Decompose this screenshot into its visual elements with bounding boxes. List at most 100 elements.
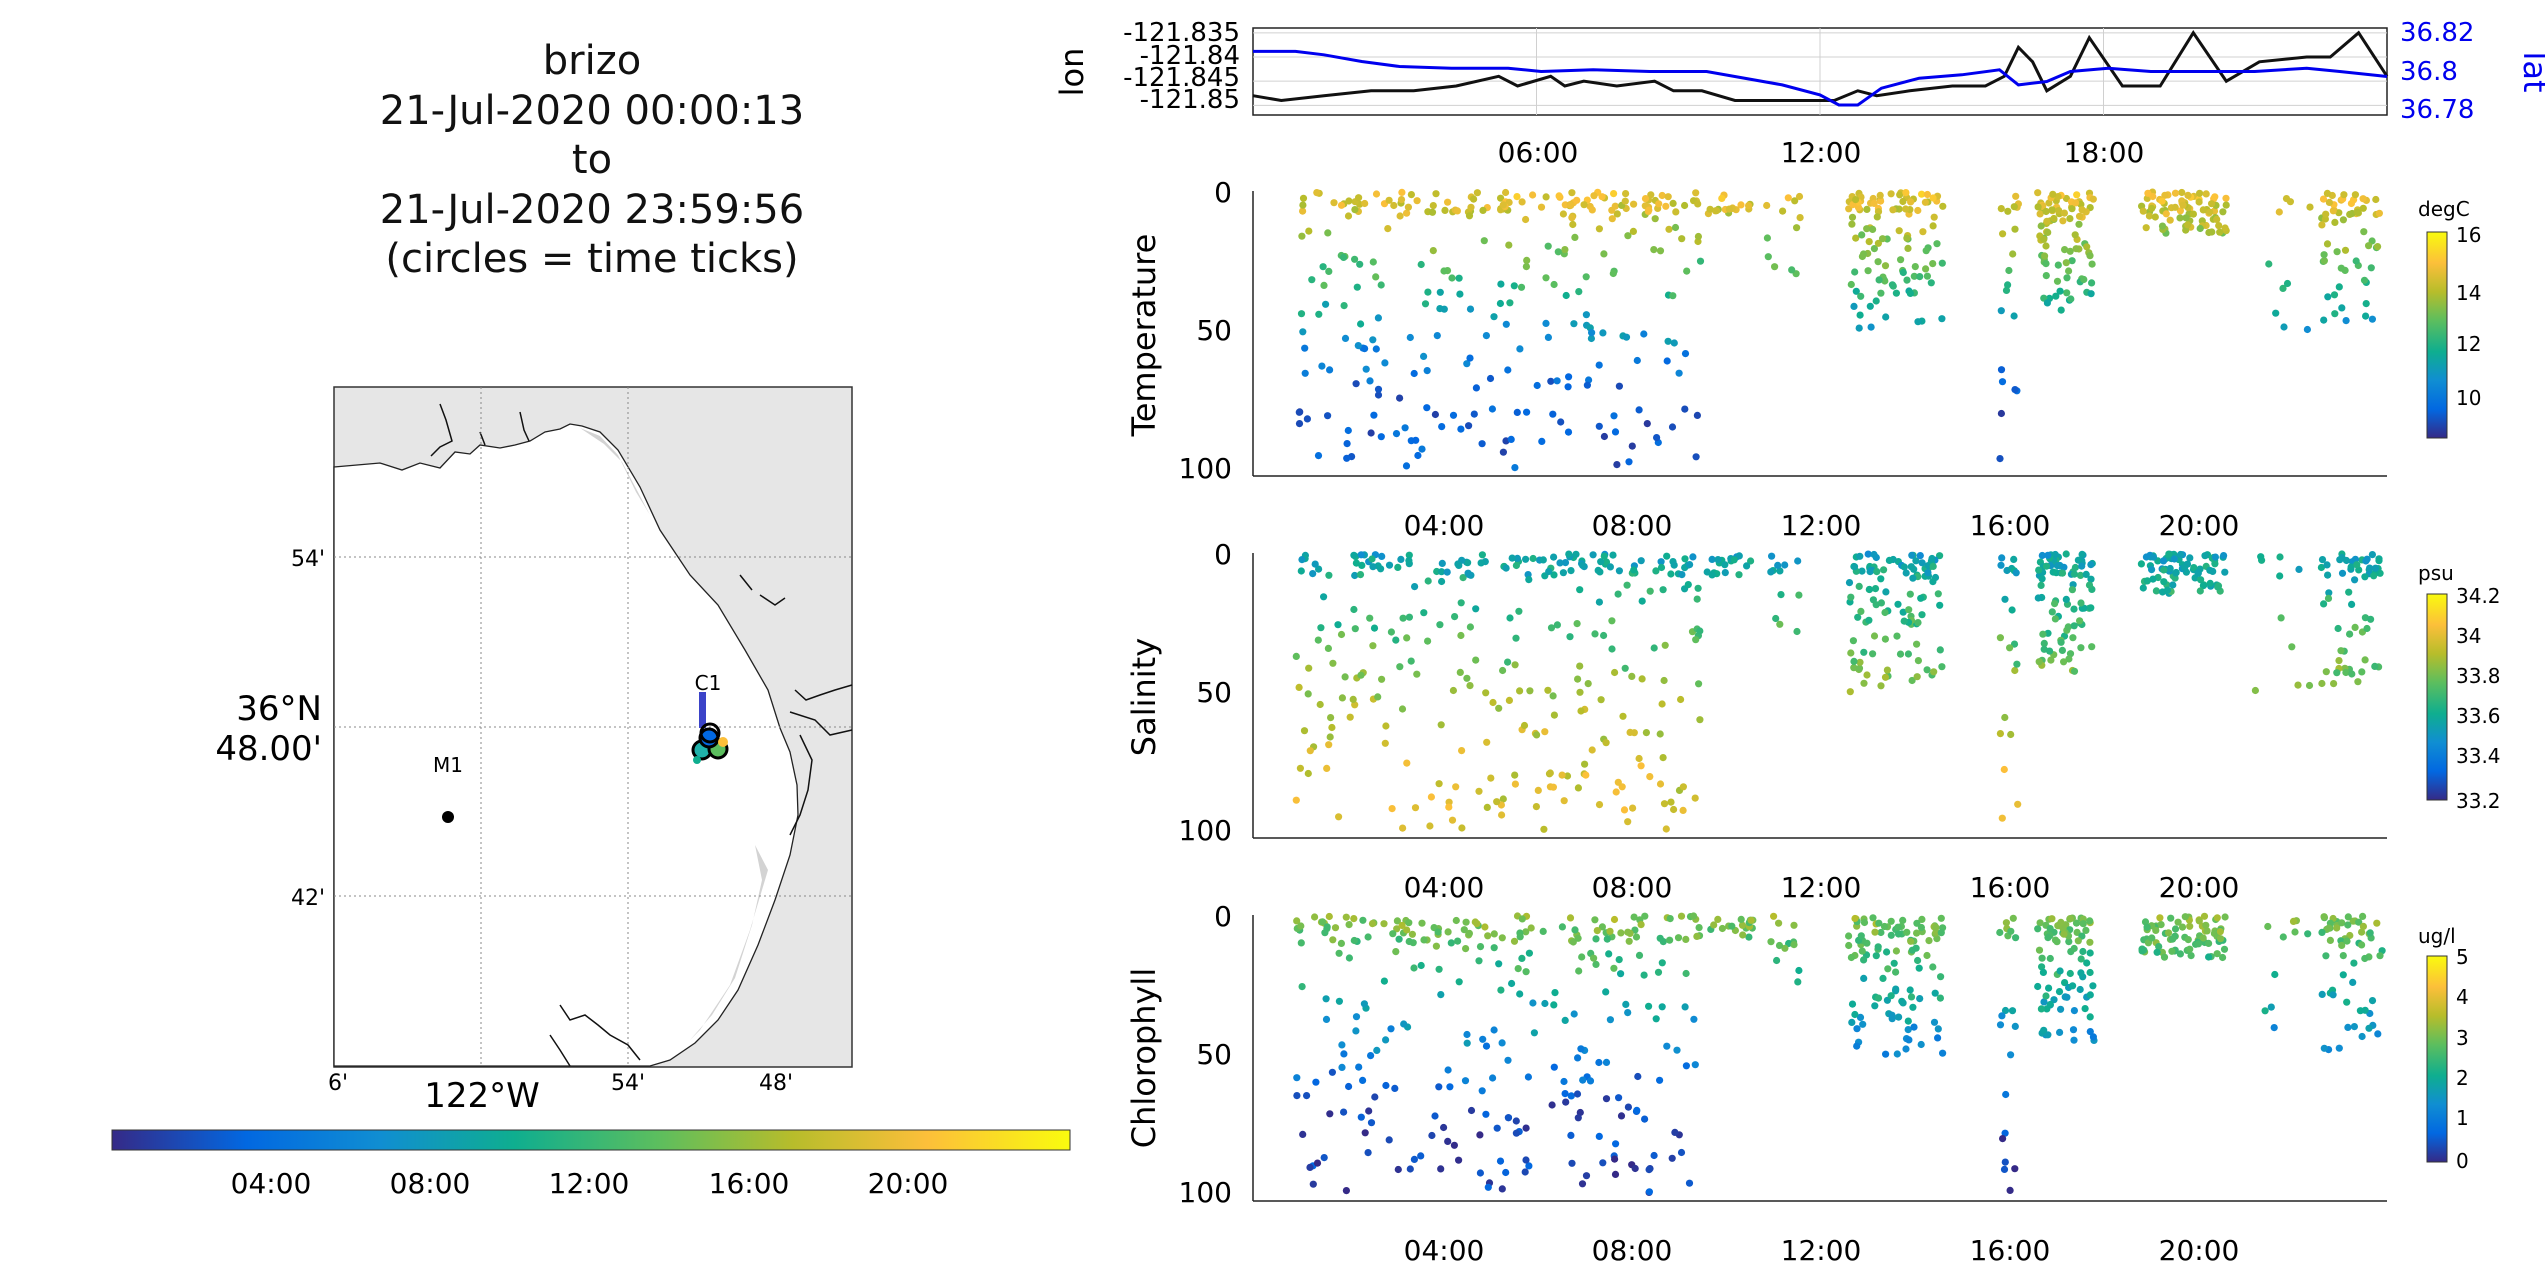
- chlorophyll-sample-point: [2339, 971, 2347, 979]
- temperature-sample-point: [1630, 200, 1638, 208]
- temperature-sample-point: [1595, 361, 1603, 369]
- chlorophyll-sample-point: [1571, 926, 1579, 934]
- map-lon-label-54: 54': [611, 1071, 645, 1096]
- salinity-sample-point: [1466, 682, 1474, 690]
- map-lat-label-42: 42': [291, 886, 325, 911]
- chlorophyll-sample-point: [1495, 960, 1503, 968]
- salinity-sample-point: [1743, 562, 1751, 570]
- salinity-sample-point: [1692, 636, 1700, 644]
- salinity-sample-point: [1930, 668, 1938, 676]
- temperature-sample-point: [2365, 242, 2373, 250]
- chlorophyll-sample-point: [1364, 1149, 1372, 1157]
- chlorophyll-sample-point: [1847, 953, 1855, 962]
- temperature-sample-point: [1662, 202, 1670, 210]
- temperature-sample-point: [1325, 267, 1333, 275]
- salinity-sample-point: [2044, 551, 2052, 559]
- chlorophyll-sample-point: [1739, 931, 1747, 939]
- salinity-sample-point: [1917, 594, 1925, 602]
- salinity-sample-point: [1637, 762, 1645, 770]
- time-colorbar-tick: 16:00: [709, 1167, 790, 1200]
- salinity-sample-point: [1621, 664, 1629, 672]
- temperature-sample-point: [2318, 221, 2326, 229]
- chlorophyll-sample-point: [1514, 965, 1522, 973]
- salinity-sample-point: [1657, 563, 1666, 572]
- salinity-sample-point: [1351, 625, 1359, 633]
- chlorophyll-sample-point: [1869, 914, 1877, 922]
- salinity-sample-point: [1918, 611, 1926, 619]
- sal-x-tick: 08:00: [1592, 871, 1673, 904]
- salinity-sample-point: [1638, 597, 1646, 605]
- chlorophyll-sample-point: [1360, 1000, 1368, 1008]
- temperature-sample-point: [2372, 195, 2380, 204]
- temperature-sample-point: [1429, 202, 1437, 210]
- temperature-sample-point: [1653, 434, 1661, 442]
- temperature-sample-point: [2055, 207, 2063, 215]
- temperature-sample-point: [1564, 428, 1573, 436]
- chlorophyll-sample-point: [2070, 1007, 2078, 1015]
- temperature-sample-point: [2145, 212, 2153, 220]
- temperature-sample-point: [2359, 195, 2367, 203]
- salinity-sample-point: [2305, 681, 2314, 690]
- salinity-sample-point: [2076, 571, 2085, 580]
- chlorophyll-sample-point: [1444, 1137, 1452, 1145]
- temperature-sample-point: [1497, 194, 1505, 202]
- title-to: to: [572, 137, 612, 183]
- chlorophyll-sample-point: [1560, 1077, 1568, 1086]
- temperature-sample-point: [1357, 320, 1365, 328]
- chlorophyll-sample-point: [1335, 997, 1343, 1005]
- temperature-sample-point: [1613, 210, 1621, 218]
- salinity-sample-point: [2366, 564, 2374, 572]
- title-note: (circles = time ticks): [385, 236, 798, 282]
- salinity-sample-point: [1847, 649, 1855, 657]
- salinity-sample-point: [1378, 675, 1386, 683]
- chlorophyll-sample-point: [1504, 1114, 1513, 1122]
- salinity-sample-point: [1608, 645, 1616, 653]
- chlorophyll-sample-point: [2006, 1186, 2014, 1194]
- salinity-sample-point: [2077, 599, 2085, 607]
- temperature-sample-point: [1305, 227, 1313, 235]
- temperature-sample-point: [1299, 207, 1307, 215]
- temperature-sample-point: [1571, 233, 1579, 241]
- temperature-sample-point: [1396, 212, 1404, 220]
- salinity-sample-point: [1427, 793, 1435, 801]
- temperature-sample-point: [1870, 245, 1878, 253]
- salinity-sample-point: [1452, 783, 1460, 791]
- sal-colorbar-tick: 33.2: [2456, 789, 2501, 813]
- temperature-sample-point: [1538, 437, 1546, 445]
- salinity-sample-point: [1694, 584, 1702, 592]
- salinity-sample-point: [2342, 668, 2350, 677]
- salinity-sample-point: [1426, 822, 1434, 830]
- temperature-sample-point: [1410, 369, 1418, 378]
- temperature-sample-point: [1414, 451, 1422, 460]
- salinity-sample-point: [2211, 560, 2219, 568]
- chlorophyll-sample-point: [1880, 922, 1889, 931]
- chlorophyll-sample-point: [1622, 1000, 1630, 1009]
- temperature-sample-point: [1877, 289, 1885, 297]
- salinity-sample-point: [2137, 560, 2145, 568]
- chlorophyll-sample-point: [2320, 1044, 2328, 1052]
- temperature-sample-point: [1366, 377, 1374, 385]
- salinity-sample-point: [1855, 582, 1863, 591]
- temperature-sample-point: [1863, 225, 1871, 233]
- salinity-sample-point: [1358, 561, 1366, 570]
- chlorophyll-sample-point: [1882, 1050, 1890, 1058]
- salinity-sample-point: [2220, 552, 2228, 560]
- salinity-sample-point: [1495, 704, 1503, 712]
- temperature-sample-point: [1505, 241, 1513, 249]
- chlorophyll-sample-point: [1937, 914, 1945, 922]
- chlorophyll-sample-point: [1462, 945, 1470, 953]
- salinity-sample-point: [1451, 613, 1459, 621]
- chlorophyll-sample-point: [1405, 919, 1413, 927]
- salinity-sample-point: [1652, 567, 1660, 575]
- temperature-sample-point: [1319, 263, 1327, 271]
- temperature-sample-point: [1570, 320, 1578, 328]
- salinity-sample-point: [2367, 615, 2375, 623]
- salinity-sample-point: [1424, 637, 1432, 645]
- salinity-sample-point: [1499, 795, 1507, 803]
- chlorophyll-sample-point: [2001, 1129, 2009, 1137]
- chl-y-tick: 50: [1196, 1038, 1232, 1071]
- salinity-sample-point: [1660, 800, 1669, 808]
- salinity-sample-point: [1615, 567, 1623, 575]
- salinity-sample-point: [2318, 679, 2326, 688]
